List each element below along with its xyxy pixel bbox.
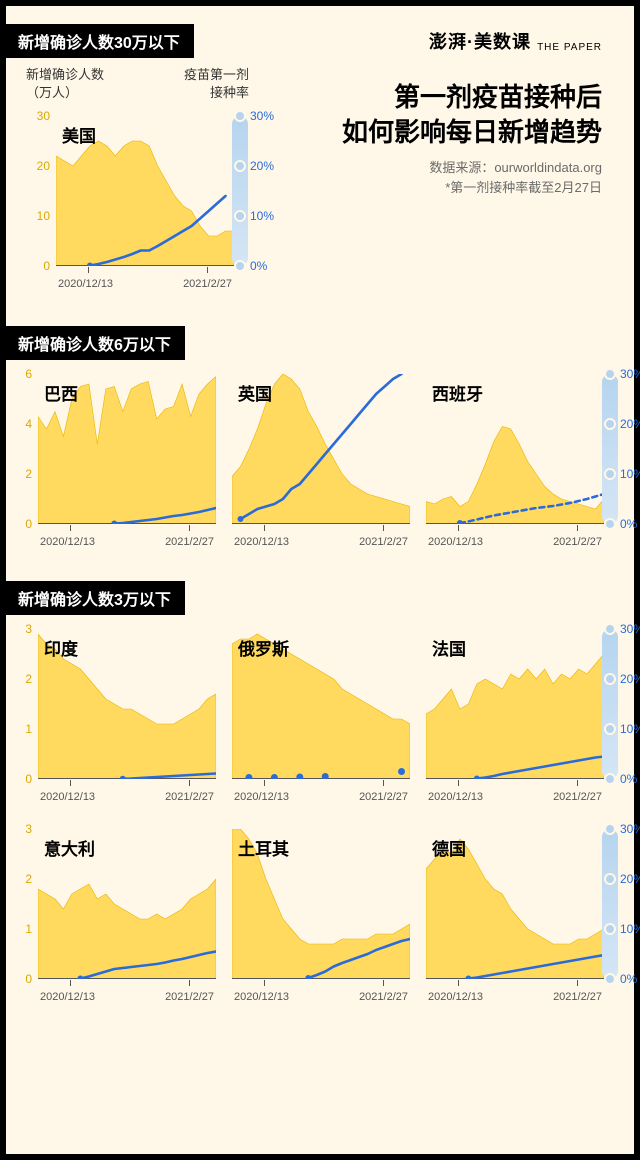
x-axis-labels: 2020/12/132021/2/27 <box>232 536 410 548</box>
x-axis-labels: 2020/12/132021/2/27 <box>426 536 604 548</box>
chart-india: 印度 2020/12/132021/2/27 0123 <box>38 629 216 779</box>
x-axis-labels: 2020/12/132021/2/27 <box>56 278 234 290</box>
right-axis-bar <box>602 829 618 979</box>
y-label-left: 20 <box>37 159 50 173</box>
y-label-left: 6 <box>25 367 32 381</box>
chart-germany: 德国 2020/12/132021/2/27 0%10%20%30% <box>426 829 604 979</box>
section-title-2: 新增确诊人数6万以下 <box>6 326 185 360</box>
section-title-1: 新增确诊人数30万以下 <box>6 24 194 58</box>
y-label-left: 0 <box>25 972 32 986</box>
brand-right: 美数课 <box>474 32 531 52</box>
right-axis-bar <box>232 116 248 266</box>
country-label: 美国 <box>62 122 96 147</box>
x-axis-labels: 2020/12/132021/2/27 <box>426 791 604 803</box>
country-label: 德国 <box>432 835 466 860</box>
country-label: 土耳其 <box>238 835 289 860</box>
y-label-right: 30% <box>620 367 640 381</box>
y-label-right: 30% <box>620 822 640 836</box>
y-label-right: 20% <box>250 159 274 173</box>
chart-spain: 西班牙 2020/12/132021/2/27 0%10%20%30% <box>426 374 604 524</box>
y-label-right: 0% <box>620 772 637 786</box>
y-label-right: 20% <box>620 672 640 686</box>
y-label-left: 0 <box>43 259 50 273</box>
brand-logo: 澎湃·美数课 THE PAPER <box>429 28 602 54</box>
y-label-right: 30% <box>620 622 640 636</box>
y-label-left: 3 <box>25 622 32 636</box>
country-label: 英国 <box>238 380 272 405</box>
chart-italy: 意大利 2020/12/132021/2/27 0123 <box>38 829 216 979</box>
brand-sub: THE PAPER <box>537 44 602 52</box>
y-label-right: 0% <box>620 972 637 986</box>
y-label-right: 0% <box>620 517 637 531</box>
right-axis-legend: 疫苗第一剂 接种率 <box>184 66 249 101</box>
y-label-right: 20% <box>620 872 640 886</box>
x-axis-labels: 2020/12/132021/2/27 <box>38 536 216 548</box>
chart-france: 法国 2020/12/132021/2/27 0%10%20%30% <box>426 629 604 779</box>
country-label: 法国 <box>432 635 466 660</box>
chart-turkey: 土耳其 2020/12/132021/2/27 <box>232 829 410 979</box>
headline-l2: 如何影响每日新增趋势 <box>342 115 602 150</box>
y-label-right: 20% <box>620 417 640 431</box>
y-label-right: 10% <box>620 922 640 936</box>
x-axis-labels: 2020/12/132021/2/27 <box>38 791 216 803</box>
x-axis-labels: 2020/12/132021/2/27 <box>38 991 216 1003</box>
country-label: 巴西 <box>44 380 78 405</box>
chart-uk: 英国 2020/12/132021/2/27 <box>232 374 410 524</box>
y-label-left: 0 <box>25 517 32 531</box>
headline-l1: 第一剂疫苗接种后 <box>342 80 602 115</box>
headline: 第一剂疫苗接种后 如何影响每日新增趋势 <box>342 80 602 150</box>
y-label-left: 1 <box>25 922 32 936</box>
chart-russia: 俄罗斯 2020/12/132021/2/27 <box>232 629 410 779</box>
y-label-right: 10% <box>250 209 274 223</box>
y-label-left: 2 <box>25 872 32 886</box>
left-axis-legend: 新增确诊人数 （万人） <box>26 66 104 101</box>
y-label-right: 0% <box>250 259 267 273</box>
right-axis-bar <box>602 629 618 779</box>
country-label: 西班牙 <box>432 380 483 405</box>
chart-usa: 美国 2020/12/132021/2/27 01020300%10%20%30… <box>56 116 234 266</box>
chart-brazil: 巴西 2020/12/132021/2/27 0246 <box>38 374 216 524</box>
subhead-l1: 数据来源：ourworldindata.org <box>429 158 602 178</box>
x-axis-labels: 2020/12/132021/2/27 <box>232 791 410 803</box>
y-label-right: 10% <box>620 467 640 481</box>
subhead-l2: *第一剂接种率截至2月27日 <box>429 178 602 198</box>
y-label-left: 10 <box>37 209 50 223</box>
y-label-left: 0 <box>25 772 32 786</box>
y-label-left: 2 <box>25 672 32 686</box>
section-title-3: 新增确诊人数3万以下 <box>6 581 185 615</box>
right-axis-bar <box>602 374 618 524</box>
country-label: 俄罗斯 <box>238 635 289 660</box>
country-label: 印度 <box>44 635 78 660</box>
subheadline: 数据来源：ourworldindata.org *第一剂接种率截至2月27日 <box>429 158 602 197</box>
y-label-left: 1 <box>25 722 32 736</box>
y-label-right: 10% <box>620 722 640 736</box>
y-label-left: 2 <box>25 467 32 481</box>
country-label: 意大利 <box>44 835 95 860</box>
brand-left: 澎湃 <box>429 32 467 52</box>
y-label-left: 4 <box>25 417 32 431</box>
x-axis-labels: 2020/12/132021/2/27 <box>232 991 410 1003</box>
y-label-right: 30% <box>250 109 274 123</box>
y-label-left: 30 <box>37 109 50 123</box>
x-axis-labels: 2020/12/132021/2/27 <box>426 991 604 1003</box>
y-label-left: 3 <box>25 822 32 836</box>
